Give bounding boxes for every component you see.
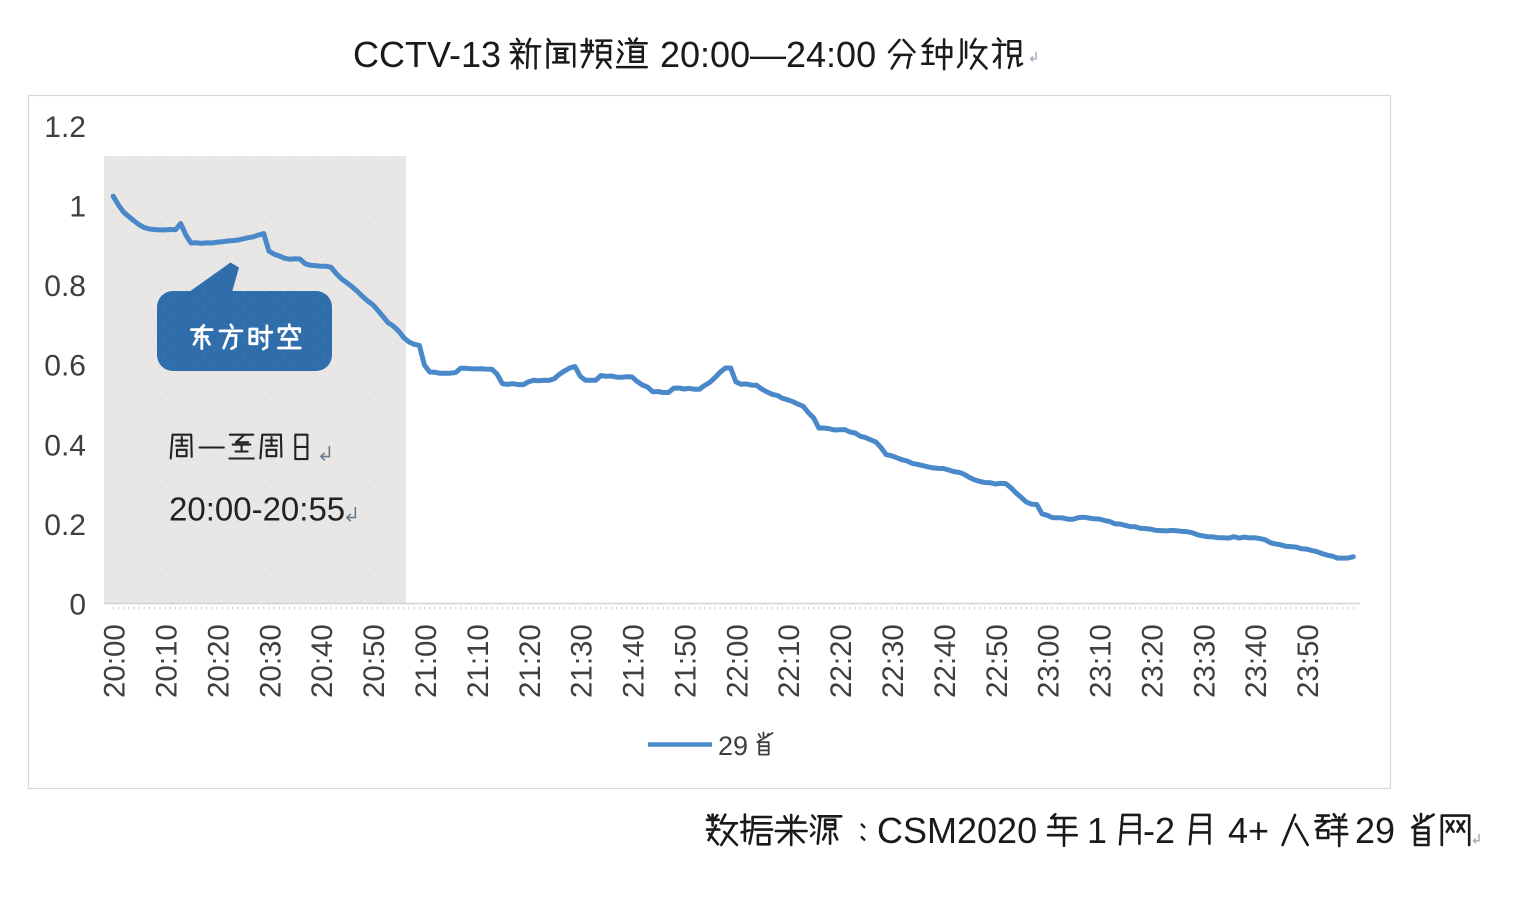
svg-text:29: 29 (718, 731, 748, 761)
svg-text:0: 0 (69, 589, 86, 622)
svg-text:20:40: 20:40 (306, 624, 339, 698)
svg-text:21:00: 21:00 (410, 624, 443, 698)
svg-text:23:50: 23:50 (1292, 624, 1325, 698)
svg-text:29: 29 (1355, 810, 1395, 851)
svg-text:0.4: 0.4 (44, 429, 86, 462)
svg-text:21:10: 21:10 (462, 624, 495, 698)
svg-text:20:20: 20:20 (203, 624, 236, 698)
svg-text:22:20: 22:20 (825, 624, 858, 698)
svg-text:22:10: 22:10 (773, 624, 806, 698)
svg-text:1: 1 (69, 191, 86, 224)
svg-text:21:30: 21:30 (566, 624, 599, 698)
svg-text:0.2: 0.2 (44, 509, 86, 542)
svg-text:0.8: 0.8 (44, 270, 86, 303)
svg-text:20:10: 20:10 (151, 624, 184, 698)
svg-text:20:50: 20:50 (358, 624, 391, 698)
svg-text:4+: 4+ (1228, 810, 1269, 851)
svg-text:20:30: 20:30 (254, 624, 287, 698)
svg-text:23:00: 23:00 (1033, 624, 1066, 698)
svg-text:21:40: 21:40 (618, 624, 651, 698)
svg-text:1.2: 1.2 (44, 111, 86, 144)
svg-text:22:00: 22:00 (721, 624, 754, 698)
svg-text:23:10: 23:10 (1085, 624, 1118, 698)
svg-text:20:00: 20:00 (660, 34, 750, 75)
svg-text:0.6: 0.6 (44, 350, 86, 383)
svg-text:23:30: 23:30 (1188, 624, 1221, 698)
svg-text:—: — (750, 34, 786, 75)
svg-text:CSM2020: CSM2020 (877, 810, 1037, 851)
svg-text:23:40: 23:40 (1240, 624, 1273, 698)
svg-text:22:30: 22:30 (877, 624, 910, 698)
svg-text:22:40: 22:40 (929, 624, 962, 698)
svg-text:CCTV-13: CCTV-13 (353, 34, 501, 75)
svg-text:22:50: 22:50 (981, 624, 1014, 698)
svg-text:20:00: 20:00 (99, 624, 132, 698)
svg-text:-2: -2 (1143, 810, 1175, 851)
svg-text:21:20: 21:20 (514, 624, 547, 698)
svg-text:20:00-20:55: 20:00-20:55 (169, 491, 345, 528)
svg-text:24:00: 24:00 (786, 34, 876, 75)
svg-text:1: 1 (1087, 810, 1107, 851)
svg-text:23:20: 23:20 (1136, 624, 1169, 698)
svg-text:21:50: 21:50 (670, 624, 703, 698)
